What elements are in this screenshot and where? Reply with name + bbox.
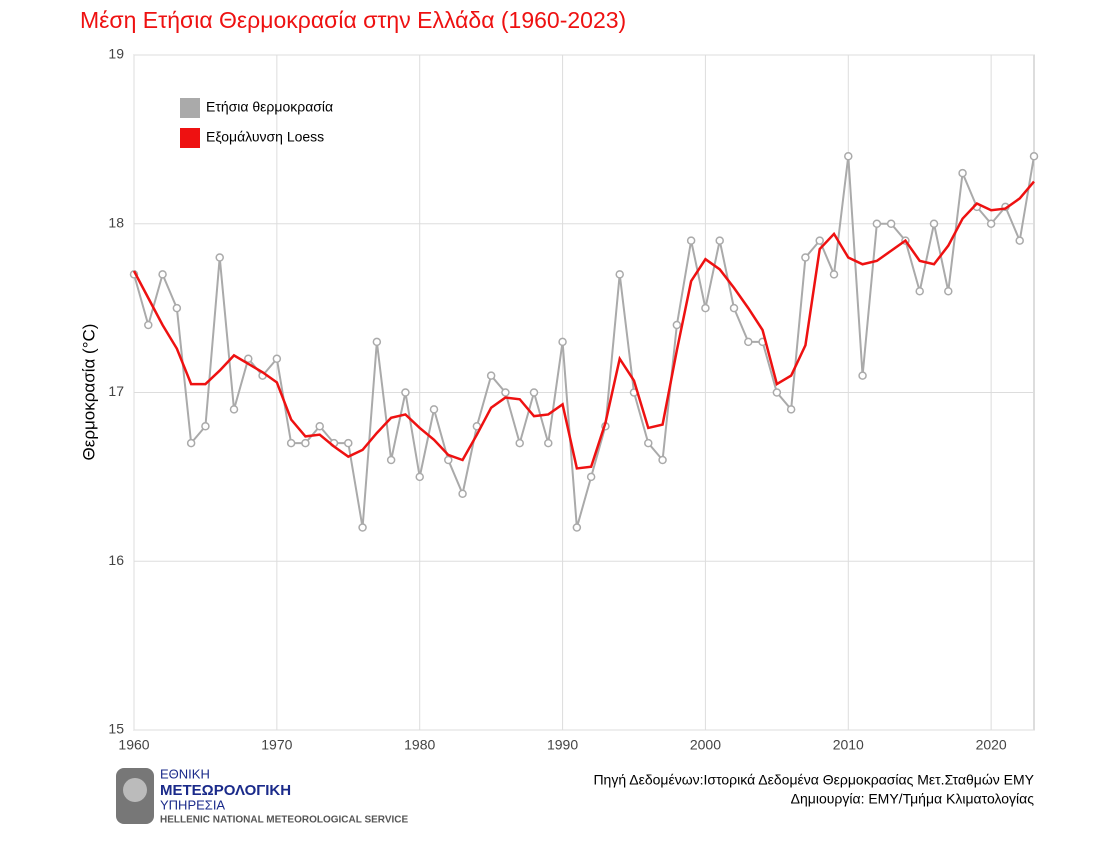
- data-point: [386, 455, 396, 465]
- data-point: [786, 405, 796, 414]
- data-point: [686, 236, 696, 245]
- data-point: [715, 236, 724, 245]
- data-point: [515, 438, 524, 448]
- logo-text: ΥΠΗΡΕΣΙΑ: [160, 797, 225, 812]
- data-point: [1015, 236, 1024, 245]
- data-point: [586, 472, 596, 482]
- data-point: [829, 270, 839, 279]
- y-tick-label: 18: [108, 214, 124, 230]
- data-point: [658, 455, 667, 465]
- data-point: [444, 455, 453, 465]
- data-point: [801, 253, 810, 262]
- data-point: [372, 337, 382, 347]
- data-point: [415, 472, 424, 482]
- data-point: [501, 388, 510, 397]
- data-point: [429, 405, 439, 414]
- data-point: [286, 438, 296, 448]
- data-point: [1029, 152, 1039, 161]
- data-point: [815, 236, 824, 245]
- data-point: [158, 270, 167, 279]
- data-point: [558, 337, 567, 347]
- data-point: [272, 354, 282, 363]
- y-tick-label: 17: [108, 383, 124, 399]
- data-point: [744, 337, 753, 347]
- chart-title: Μέση Ετήσια Θερμοκρασία στην Ελλάδα (196…: [80, 7, 626, 33]
- data-point: [886, 219, 896, 228]
- x-tick-label: 2010: [833, 737, 864, 753]
- x-tick-label: 1970: [261, 737, 292, 753]
- data-point: [401, 388, 410, 397]
- x-tick-label: 2000: [690, 737, 721, 753]
- data-point: [172, 303, 182, 313]
- data-point: [572, 523, 582, 532]
- data-point: [486, 371, 496, 380]
- data-point: [529, 388, 539, 397]
- data-point: [186, 438, 196, 448]
- data-point: [872, 219, 882, 228]
- data-point: [944, 287, 953, 296]
- data-point: [858, 371, 867, 380]
- legend-label: Ετήσια θερμοκρασία: [206, 99, 333, 115]
- source-text: Δημιουργία: ΕΜΥ/Τμήμα Κλιματολογίας: [791, 791, 1035, 807]
- data-point: [144, 320, 153, 330]
- data-point: [986, 219, 996, 228]
- logo-text: HELLENIC NATIONAL METEOROLOGICAL SERVICE: [160, 815, 408, 826]
- data-point: [729, 303, 739, 313]
- data-point: [544, 438, 553, 448]
- y-axis-label: Θερμοκρασία (°C): [79, 324, 98, 461]
- logo-head: [123, 778, 147, 802]
- y-tick-label: 15: [108, 721, 124, 737]
- logo-text: ΕΘΝΙΚΗ: [160, 766, 210, 781]
- data-point: [315, 422, 324, 431]
- data-point: [929, 219, 939, 228]
- x-tick-label: 1960: [118, 737, 149, 753]
- data-point: [701, 303, 710, 313]
- data-point: [301, 438, 310, 448]
- legend-label: Εξομάλυνση Loess: [206, 129, 324, 145]
- data-point: [672, 320, 682, 330]
- x-tick-label: 2020: [976, 737, 1007, 753]
- data-point: [958, 168, 967, 178]
- logo: ΕΘΝΙΚΗ ΜΕΤΕΩΡΟΛΟΓΙΚΗ ΥΠΗΡΕΣΙΑ HELLENIC N…: [116, 766, 408, 826]
- data-point: [344, 438, 353, 448]
- y-tick-label: 19: [108, 46, 124, 62]
- source-text: Πηγή Δεδομένων:Ιστορικά Δεδομένα Θερμοκρ…: [593, 772, 1034, 788]
- legend-swatch: [180, 128, 200, 148]
- data-point: [844, 152, 853, 161]
- data-point: [644, 438, 653, 448]
- y-tick-label: 16: [108, 552, 124, 568]
- x-tick-label: 1990: [547, 737, 578, 753]
- data-point: [244, 354, 253, 363]
- data-point: [201, 422, 210, 431]
- legend-swatch: [180, 98, 200, 118]
- data-point: [458, 489, 467, 498]
- series-line: [132, 180, 1035, 470]
- data-point: [915, 287, 924, 296]
- data-point: [358, 523, 367, 532]
- data-point: [615, 270, 624, 279]
- x-tick-label: 1980: [404, 737, 435, 753]
- logo-text: ΜΕΤΕΩΡΟΛΟΓΙΚΗ: [160, 782, 291, 799]
- data-point: [772, 388, 782, 397]
- data-point: [229, 405, 239, 414]
- data-point: [215, 253, 224, 262]
